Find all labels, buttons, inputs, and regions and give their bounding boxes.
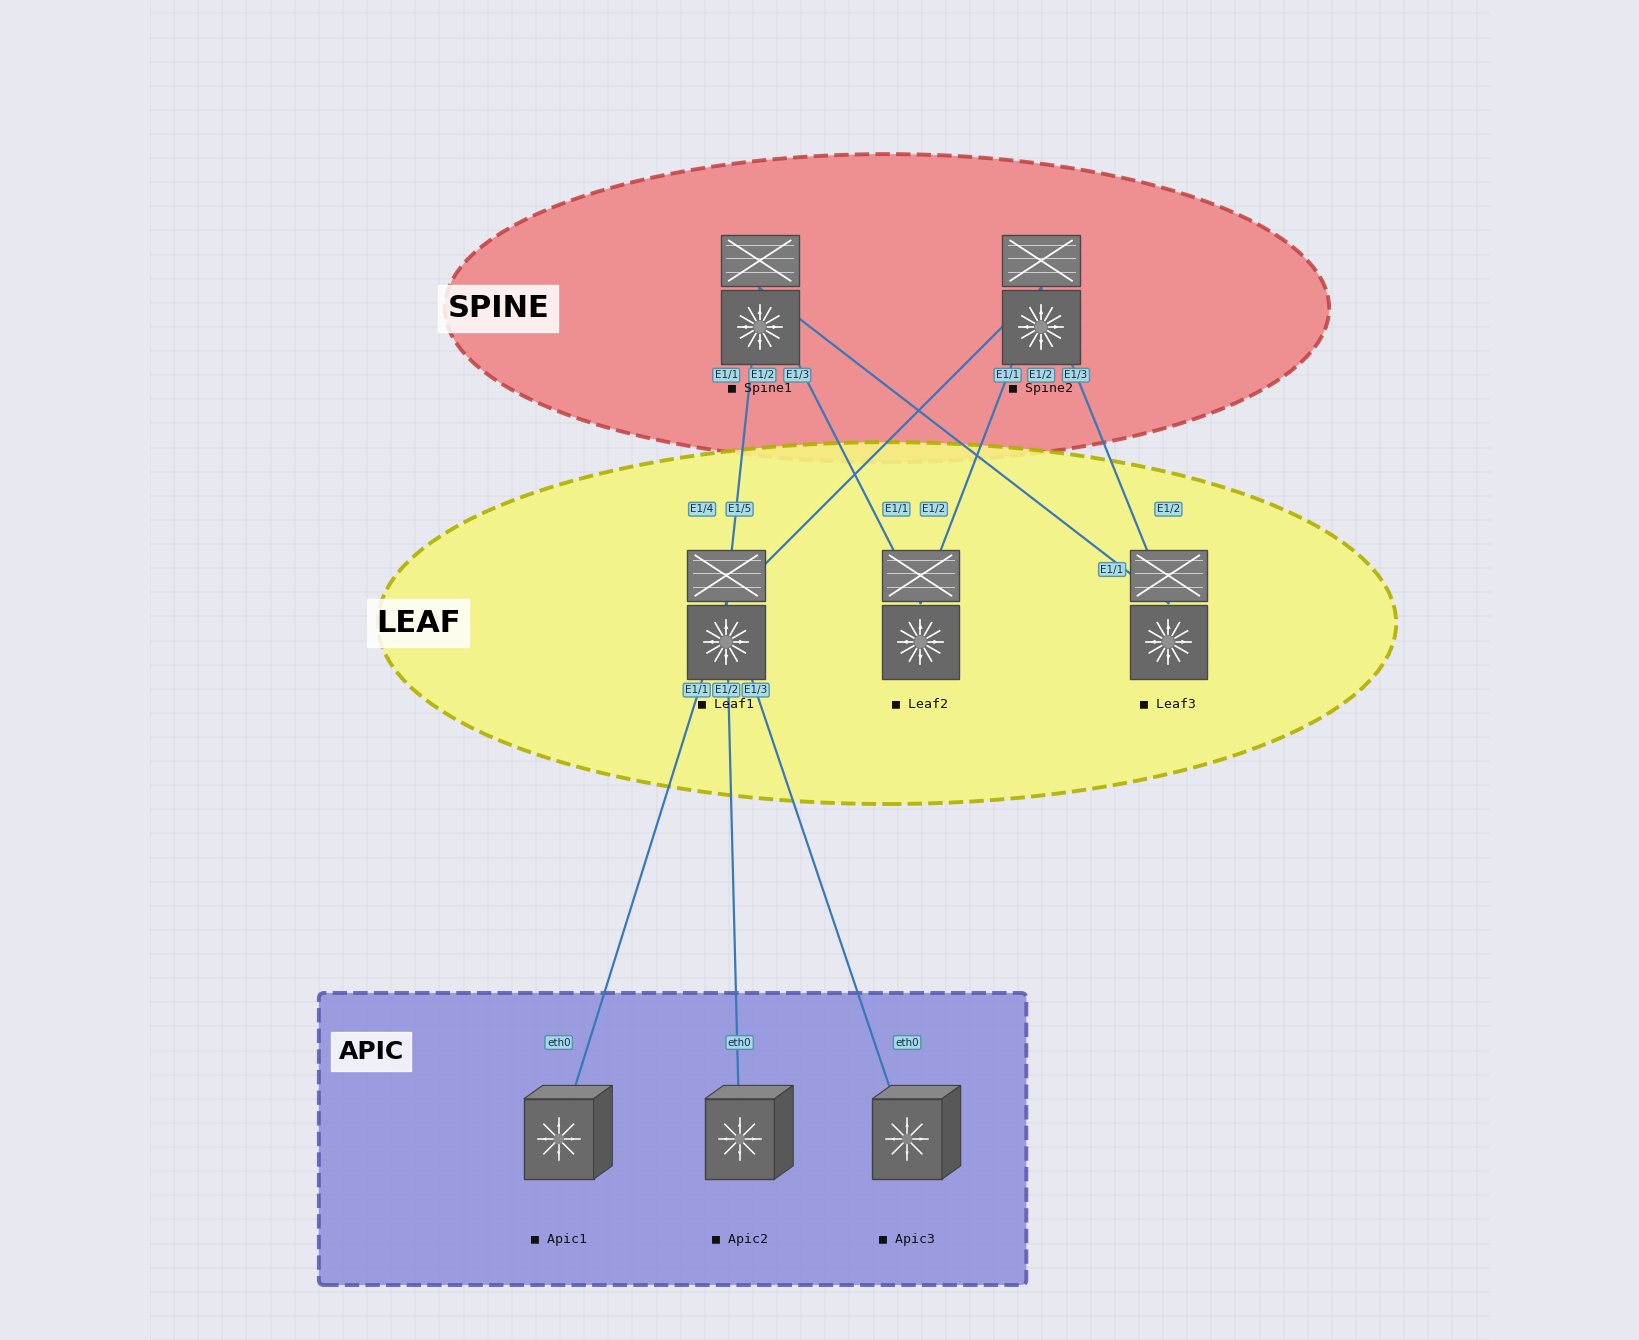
Ellipse shape <box>377 442 1395 804</box>
Text: E1/4: E1/4 <box>690 504 713 515</box>
Polygon shape <box>705 1085 793 1099</box>
Circle shape <box>752 320 765 334</box>
FancyBboxPatch shape <box>318 993 1026 1285</box>
Circle shape <box>1160 635 1174 649</box>
FancyBboxPatch shape <box>705 1099 774 1179</box>
Polygon shape <box>593 1085 611 1179</box>
Polygon shape <box>774 1085 793 1179</box>
Text: ■ Spine1: ■ Spine1 <box>728 382 792 395</box>
FancyBboxPatch shape <box>687 606 764 678</box>
FancyBboxPatch shape <box>1129 549 1206 602</box>
Circle shape <box>913 635 926 649</box>
FancyBboxPatch shape <box>687 549 764 602</box>
Text: APIC: APIC <box>338 1040 403 1064</box>
Text: ■ Leaf2: ■ Leaf2 <box>892 697 947 710</box>
Text: E1/3: E1/3 <box>785 370 808 381</box>
Text: LEAF: LEAF <box>375 608 461 638</box>
FancyBboxPatch shape <box>523 1099 593 1179</box>
FancyBboxPatch shape <box>882 606 959 678</box>
Text: ■ Leaf1: ■ Leaf1 <box>698 697 754 710</box>
Text: eth0: eth0 <box>546 1037 570 1048</box>
Text: E1/2: E1/2 <box>1029 370 1052 381</box>
Text: E1/3: E1/3 <box>744 685 767 695</box>
Text: ■ Apic3: ■ Apic3 <box>879 1233 934 1246</box>
Polygon shape <box>941 1085 960 1179</box>
Text: E1/1: E1/1 <box>883 504 908 515</box>
Text: E1/2: E1/2 <box>715 685 738 695</box>
Text: ■ Spine2: ■ Spine2 <box>1008 382 1072 395</box>
Text: E1/2: E1/2 <box>1155 504 1180 515</box>
Text: E1/1: E1/1 <box>685 685 708 695</box>
Circle shape <box>720 635 733 649</box>
Text: ■ Apic1: ■ Apic1 <box>531 1233 587 1246</box>
Polygon shape <box>872 1085 960 1099</box>
Circle shape <box>901 1134 911 1144</box>
FancyBboxPatch shape <box>721 236 798 287</box>
FancyBboxPatch shape <box>1001 291 1080 364</box>
Text: E1/3: E1/3 <box>1064 370 1087 381</box>
FancyBboxPatch shape <box>872 1099 941 1179</box>
FancyBboxPatch shape <box>721 291 798 364</box>
Polygon shape <box>523 1085 611 1099</box>
Text: E1/5: E1/5 <box>728 504 751 515</box>
FancyBboxPatch shape <box>1129 606 1206 678</box>
FancyBboxPatch shape <box>882 549 959 602</box>
Text: eth0: eth0 <box>728 1037 751 1048</box>
Circle shape <box>552 1134 564 1144</box>
Text: E1/1: E1/1 <box>715 370 738 381</box>
Text: E1/1: E1/1 <box>995 370 1018 381</box>
Text: E1/1: E1/1 <box>1100 564 1123 575</box>
Text: ■ Leaf3: ■ Leaf3 <box>1139 697 1196 710</box>
Text: eth0: eth0 <box>895 1037 918 1048</box>
Text: E1/2: E1/2 <box>751 370 774 381</box>
Ellipse shape <box>444 154 1328 462</box>
FancyBboxPatch shape <box>1001 236 1080 287</box>
Circle shape <box>734 1134 744 1144</box>
Text: E1/2: E1/2 <box>921 504 946 515</box>
Circle shape <box>1034 320 1047 334</box>
Text: ■ Apic2: ■ Apic2 <box>711 1233 767 1246</box>
Text: SPINE: SPINE <box>447 293 549 323</box>
